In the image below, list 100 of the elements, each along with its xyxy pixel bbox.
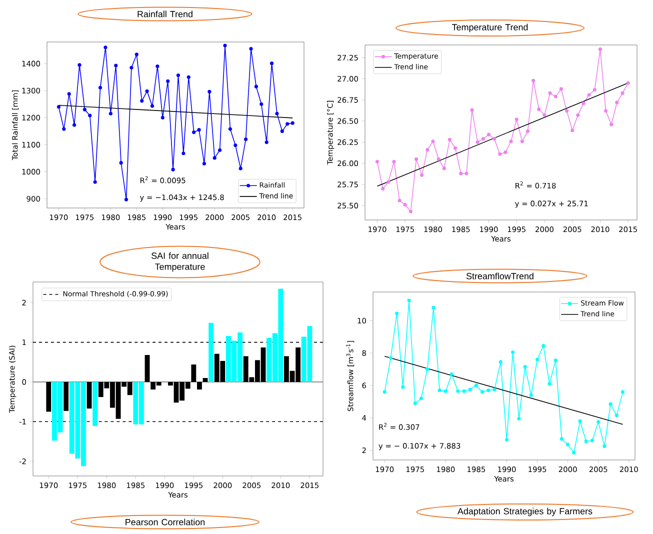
point [386,180,390,184]
point [228,127,232,131]
point [608,402,612,406]
point [554,94,558,98]
point [401,385,405,389]
point [171,168,175,172]
point [88,114,92,118]
point [548,91,552,95]
point [542,344,546,348]
chart-title: Temperature Trend [452,24,528,32]
point [202,162,206,166]
point [186,75,190,79]
point [492,388,496,392]
bar [92,382,98,426]
point [82,108,86,112]
point [408,210,413,214]
point [559,87,563,91]
point [244,138,248,142]
point [432,306,436,310]
point [286,122,290,126]
point [587,93,591,97]
point [564,109,569,113]
point [134,52,138,56]
point [470,108,474,112]
bar [197,382,202,390]
point [537,107,541,112]
point [554,358,558,362]
point [615,100,619,104]
point [407,298,411,302]
point [119,161,123,165]
point [444,389,448,393]
point [438,388,442,392]
point [570,128,574,132]
point [486,388,490,392]
point [413,401,417,406]
point [592,88,596,92]
point [426,367,430,372]
point [140,99,144,103]
point [197,128,201,132]
point [480,390,484,394]
bar [208,322,214,382]
point [436,157,440,161]
point [375,160,380,164]
point [290,121,294,125]
point [392,160,396,164]
point [208,90,212,94]
point [398,198,402,202]
bar [202,378,208,382]
point [275,112,279,116]
point [72,123,76,127]
point [560,437,564,441]
point [98,86,102,90]
point [459,172,463,176]
point [456,389,460,393]
point [468,388,472,392]
point [426,148,430,152]
point [620,390,625,394]
point [78,63,82,67]
point [610,122,614,126]
point [264,140,268,144]
point [114,64,118,68]
point [474,384,478,388]
point [481,137,485,141]
point [498,152,502,156]
bar [86,382,92,409]
point [462,389,466,393]
point [182,152,186,156]
point [270,62,274,66]
point [598,47,602,52]
point [596,420,600,424]
point [403,202,407,207]
point [124,198,128,202]
point [498,360,502,364]
point [388,356,393,360]
point [578,419,582,423]
chart-title: SAI for annual Temperature [152,252,208,272]
point [280,129,284,133]
point [532,78,536,82]
point [535,358,540,362]
point [56,105,60,109]
point [395,312,399,316]
point [626,81,630,85]
point [450,372,454,376]
point [526,129,530,134]
point [419,396,424,400]
point [511,350,515,354]
point [590,438,594,442]
bar [46,382,52,412]
point [108,112,112,116]
point [212,156,216,160]
point [420,173,424,177]
point [382,390,386,394]
point [260,102,264,106]
bar [191,364,196,382]
point [234,143,238,148]
point [176,73,180,78]
point [93,180,97,184]
point [576,113,580,117]
bar [144,354,150,382]
point [572,450,576,454]
